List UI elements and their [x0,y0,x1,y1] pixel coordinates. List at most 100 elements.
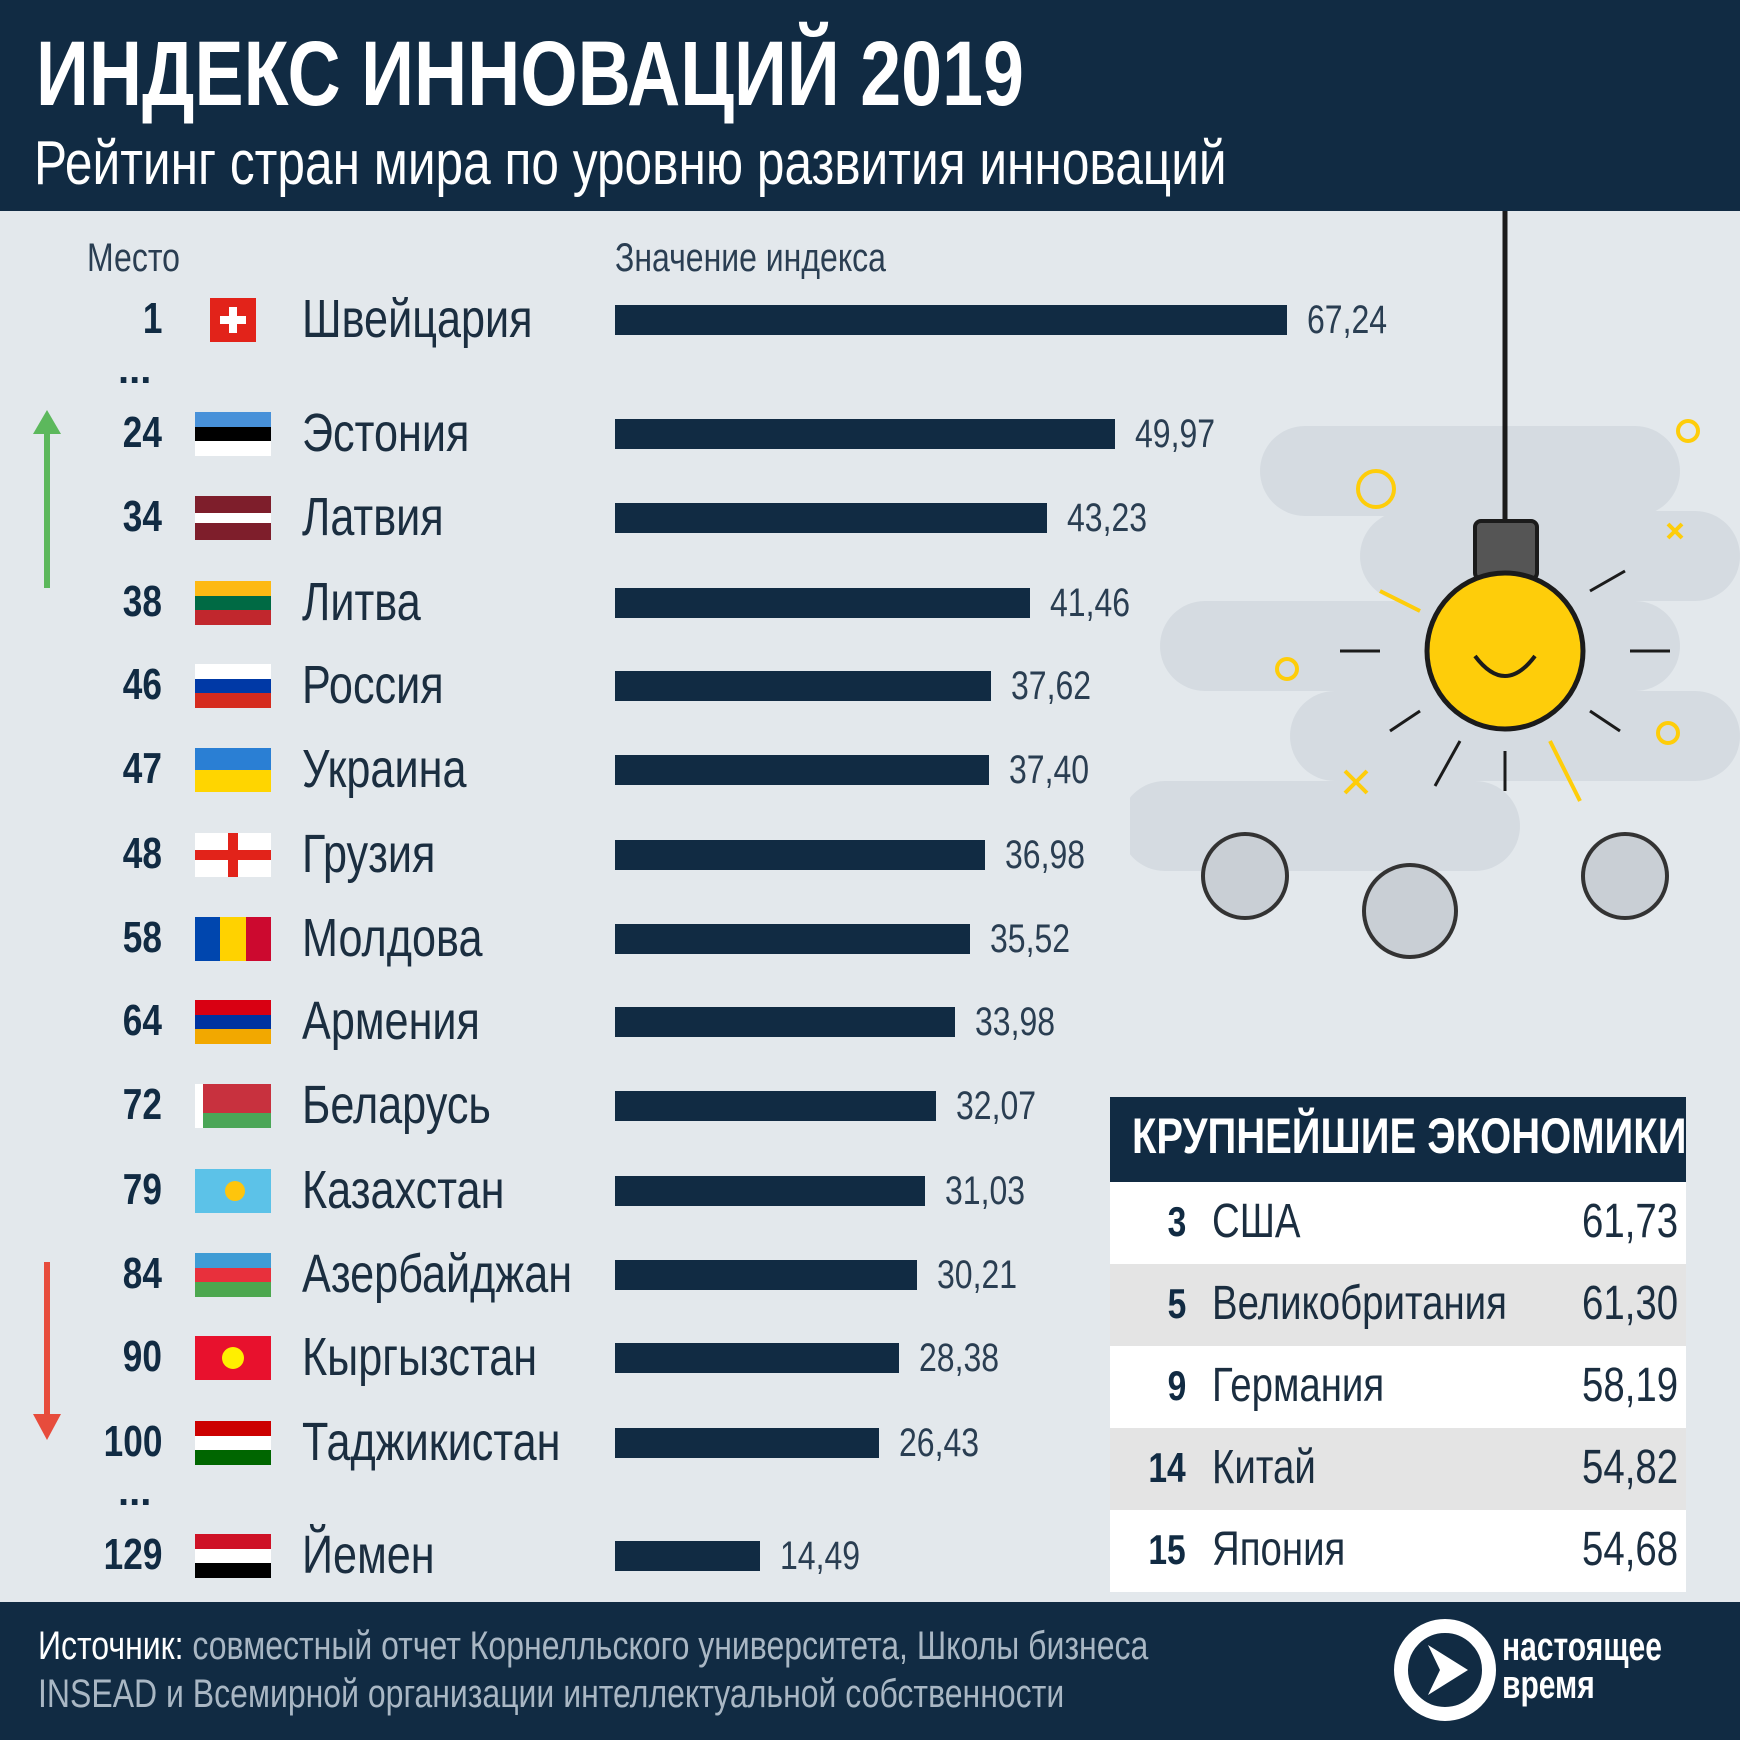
country-name: Германия [1212,1359,1385,1412]
data-label: 14,49 [779,1534,860,1578]
data-label: 37,40 [1009,748,1090,792]
country-name: Таджикистан [302,1412,561,1472]
flag-moldova-icon [195,917,271,961]
data-label: 30,21 [937,1253,1018,1297]
data-label: 67,24 [1307,298,1388,342]
table-row: 3 США 61,73 [1110,1182,1686,1264]
data-label: 33,98 [974,1000,1055,1044]
country-name: Эстония [302,403,470,463]
rank: 84 [122,1249,162,1298]
flag-georgia-icon [195,833,271,877]
rank: 129 [103,1530,162,1579]
flag-kyrgyzstan-icon [195,1336,271,1380]
rank: 1 [142,294,162,343]
rank: 79 [122,1165,162,1214]
nastoyashee-vremya-logo-icon [1394,1619,1496,1721]
country-name: Армения [302,991,480,1051]
data-label: 35,52 [990,917,1071,961]
ellipsis: ... [118,1470,152,1514]
bar [615,1007,955,1037]
rank: 46 [122,660,162,709]
country-name: Литва [302,572,421,632]
bar [615,1260,918,1290]
table-row: 14 Китай 54,82 [1110,1428,1686,1510]
country-name: Молдова [302,908,483,968]
data-label: 26,43 [899,1421,980,1465]
bar [615,1428,880,1458]
country-name: Кыргызстан [302,1327,538,1387]
down-arrow-icon [33,1262,61,1440]
table-row: 15 Япония 54,68 [1110,1510,1686,1592]
bar [615,840,985,870]
country-name: Япония [1212,1523,1346,1576]
country-name: Китай [1212,1441,1316,1494]
table-row: 5 Великобритания 61,30 [1110,1264,1686,1346]
bar [615,1176,926,1206]
rank: 3 [1167,1198,1186,1245]
index-value: 54,68 [1582,1523,1679,1576]
rank: 34 [122,492,162,541]
rank: 38 [122,577,162,626]
index-value: 61,30 [1582,1277,1679,1330]
rank: 47 [122,744,162,793]
country-name: Беларусь [302,1075,491,1135]
flag-azerbaijan-icon [195,1253,271,1297]
data-label: 41,46 [1049,581,1130,625]
index-value: 54,82 [1582,1441,1679,1494]
flag-kazakhstan-icon [195,1169,271,1213]
country-name: Украина [302,739,467,799]
up-arrow-icon [33,410,61,588]
bar [615,419,1115,449]
bar [615,1091,936,1121]
data-label: 31,03 [945,1169,1026,1213]
country-name: Азербайджан [302,1244,573,1304]
rank: 64 [122,996,162,1045]
bar [615,503,1048,533]
lightbulb-illustration [1130,211,1740,959]
country-name: Грузия [302,824,436,884]
country-name: Россия [302,655,444,715]
data-label: 43,23 [1067,496,1148,540]
page-subtitle: Рейтинг стран мира по уровню развития ин… [34,129,1227,198]
bar [615,924,971,954]
flag-belarus-icon [195,1084,271,1128]
country-name: Казахстан [302,1160,505,1220]
country-name: Швейцария [302,289,533,349]
country-name: Латвия [302,487,444,547]
data-label: 36,98 [1004,833,1085,877]
rank: 58 [122,913,162,962]
flag-switzerland-icon [195,298,271,342]
flag-estonia-icon [195,412,271,456]
rank: 14 [1148,1444,1186,1491]
bar [615,1343,899,1373]
flag-latvia-icon [195,496,271,540]
country-name: Йемен [302,1525,435,1585]
flag-ukraine-icon [195,748,271,792]
bar [615,1541,760,1571]
index-value: 61,73 [1582,1195,1679,1248]
table-title: КРУПНЕЙШИЕ ЭКОНОМИКИ [1110,1097,1686,1182]
source-line-2: INSEAD и Всемирной организации интеллект… [38,1672,1065,1716]
bar [615,671,992,701]
page-title: ИНДЕКС ИННОВАЦИЙ 2019 [36,23,1024,125]
country-name: Великобритания [1212,1277,1507,1330]
index-value: 58,19 [1582,1359,1679,1412]
flag-armenia-icon [195,1000,271,1044]
rank: 90 [122,1332,162,1381]
flag-russia-icon [195,664,271,708]
data-label: 37,62 [1011,664,1092,708]
rank: 100 [103,1417,162,1466]
data-label: 32,07 [955,1084,1036,1128]
rank: 15 [1148,1526,1186,1573]
rank: 24 [122,408,162,457]
rank: 5 [1167,1280,1186,1327]
bar [615,755,989,785]
ellipsis: ... [118,348,152,392]
flag-tajikistan-icon [195,1421,271,1465]
data-label: 28,38 [918,1336,999,1380]
value-column-header: Значение индекса [615,236,886,280]
bar [615,588,1030,618]
header [0,0,1740,211]
largest-economies-table: КРУПНЕЙШИЕ ЭКОНОМИКИ 3 США 61,73 5 Великобри… [1110,1097,1686,1592]
bar [615,305,1288,335]
